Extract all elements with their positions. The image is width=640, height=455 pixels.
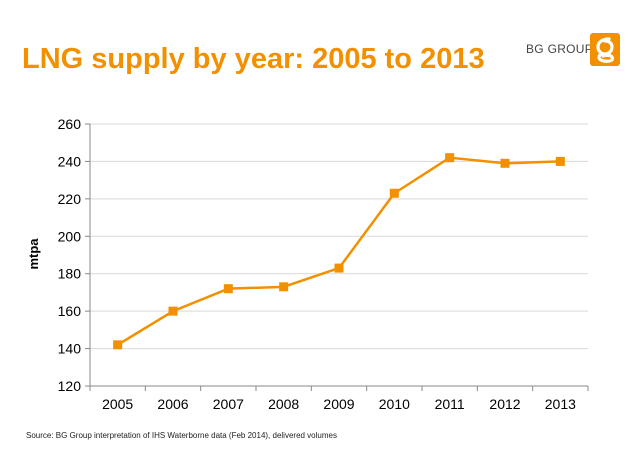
data-point [555, 156, 565, 166]
y-tick-label: 260 [58, 116, 82, 132]
y-tick-label: 160 [58, 303, 82, 319]
y-tick-label: 240 [58, 153, 82, 169]
x-tick-label: 2012 [489, 396, 520, 412]
y-tick-label: 140 [58, 341, 82, 357]
data-point [279, 282, 289, 292]
gridlines [90, 123, 588, 350]
series-markers [113, 153, 565, 350]
x-tick-label: 2010 [379, 396, 410, 412]
data-point [500, 158, 510, 168]
data-point [113, 340, 123, 350]
x-tick-label: 2013 [545, 396, 576, 412]
x-axis: 2005 2006 2007 2008 2009 2010 2011 2012 2013 [89, 385, 589, 412]
source-note: Source: BG Group interpretation of IHS W… [26, 431, 337, 440]
y-axis: 120 140 160 180 200 220 240 260 [58, 116, 91, 394]
y-tick-label: 180 [58, 266, 82, 282]
x-tick-label: 2008 [268, 396, 299, 412]
data-point [168, 306, 178, 316]
x-tick-label: 2006 [157, 396, 188, 412]
x-tick-label: 2005 [102, 396, 133, 412]
series-lines [117, 156, 561, 346]
x-tick-label: 2007 [213, 396, 244, 412]
y-tick-label: 220 [58, 191, 82, 207]
data-point [223, 284, 233, 294]
page-title: LNG supply by year: 2005 to 2013 [22, 43, 485, 75]
y-tick-label: 200 [58, 228, 82, 244]
x-tick-label: 2009 [323, 396, 354, 412]
data-point [445, 153, 455, 163]
y-axis-label: mtpa [26, 238, 41, 270]
data-point [334, 263, 344, 273]
brand-name: BG GROUP [526, 42, 594, 56]
data-point [389, 188, 399, 198]
x-tick-label: 2011 [435, 396, 465, 412]
bg-group-logo-icon [590, 33, 620, 66]
series-line [117, 156, 561, 346]
y-tick-label: 120 [58, 378, 82, 394]
